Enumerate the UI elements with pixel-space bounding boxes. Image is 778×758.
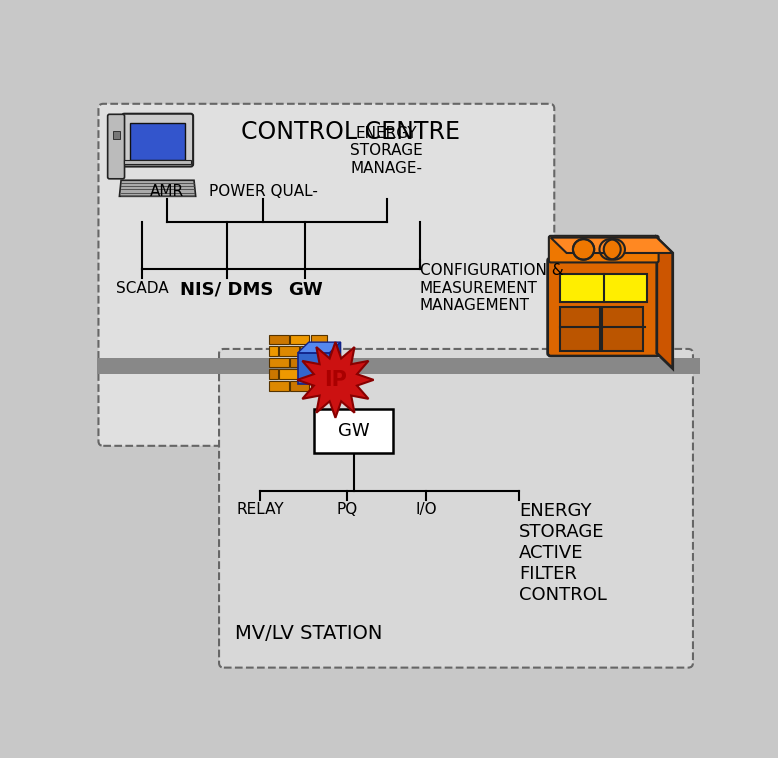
Polygon shape xyxy=(551,237,673,253)
FancyBboxPatch shape xyxy=(107,114,124,179)
Bar xyxy=(289,358,310,368)
Bar xyxy=(300,346,320,356)
FancyBboxPatch shape xyxy=(99,104,554,446)
Text: GW: GW xyxy=(288,280,323,299)
Bar xyxy=(560,307,600,350)
Bar xyxy=(310,358,327,368)
Polygon shape xyxy=(298,342,341,352)
Text: IP: IP xyxy=(324,370,347,390)
Bar xyxy=(269,358,289,368)
Bar xyxy=(560,274,647,302)
Text: NIS/ DMS: NIS/ DMS xyxy=(180,280,274,299)
Bar xyxy=(113,130,120,139)
FancyBboxPatch shape xyxy=(219,349,693,668)
Text: AMR: AMR xyxy=(149,184,184,199)
Bar xyxy=(601,307,643,350)
Polygon shape xyxy=(657,237,673,368)
Polygon shape xyxy=(330,342,341,384)
Text: CONTROL CENTRE: CONTROL CENTRE xyxy=(241,120,460,144)
Text: CONFIGURATION &
MEASUREMENT
MANAGEMENT: CONFIGURATION & MEASUREMENT MANAGEMENT xyxy=(420,263,563,313)
Bar xyxy=(310,334,327,344)
Bar xyxy=(289,381,310,390)
Text: POWER QUAL-: POWER QUAL- xyxy=(209,184,317,199)
Bar xyxy=(131,123,184,160)
FancyBboxPatch shape xyxy=(122,114,193,167)
Bar xyxy=(289,334,310,344)
Bar xyxy=(97,358,700,374)
Text: GW: GW xyxy=(338,422,370,440)
Bar xyxy=(269,346,278,356)
Circle shape xyxy=(573,239,594,260)
Circle shape xyxy=(604,239,625,260)
Text: SCADA: SCADA xyxy=(116,280,169,296)
Text: ENERGY
STORAGE
MANAGE-: ENERGY STORAGE MANAGE- xyxy=(350,126,423,176)
Bar xyxy=(321,369,327,379)
Text: MV/LV STATION: MV/LV STATION xyxy=(235,625,382,644)
Bar xyxy=(298,352,330,384)
Text: I/O: I/O xyxy=(415,503,436,518)
Bar xyxy=(279,346,299,356)
FancyBboxPatch shape xyxy=(548,258,660,356)
Bar xyxy=(314,409,393,453)
Bar xyxy=(269,334,289,344)
Text: RELAY: RELAY xyxy=(237,503,284,518)
Polygon shape xyxy=(119,180,196,196)
FancyBboxPatch shape xyxy=(548,236,659,262)
Text: ENERGY
STORAGE
ACTIVE
FILTER
CONTROL: ENERGY STORAGE ACTIVE FILTER CONTROL xyxy=(520,503,607,603)
Bar xyxy=(310,381,327,390)
Bar xyxy=(124,160,191,164)
Bar xyxy=(269,381,289,390)
Bar xyxy=(269,369,278,379)
Bar xyxy=(279,369,299,379)
Bar xyxy=(321,346,327,356)
Polygon shape xyxy=(297,342,373,418)
Bar xyxy=(300,369,320,379)
Text: PQ: PQ xyxy=(337,503,358,518)
